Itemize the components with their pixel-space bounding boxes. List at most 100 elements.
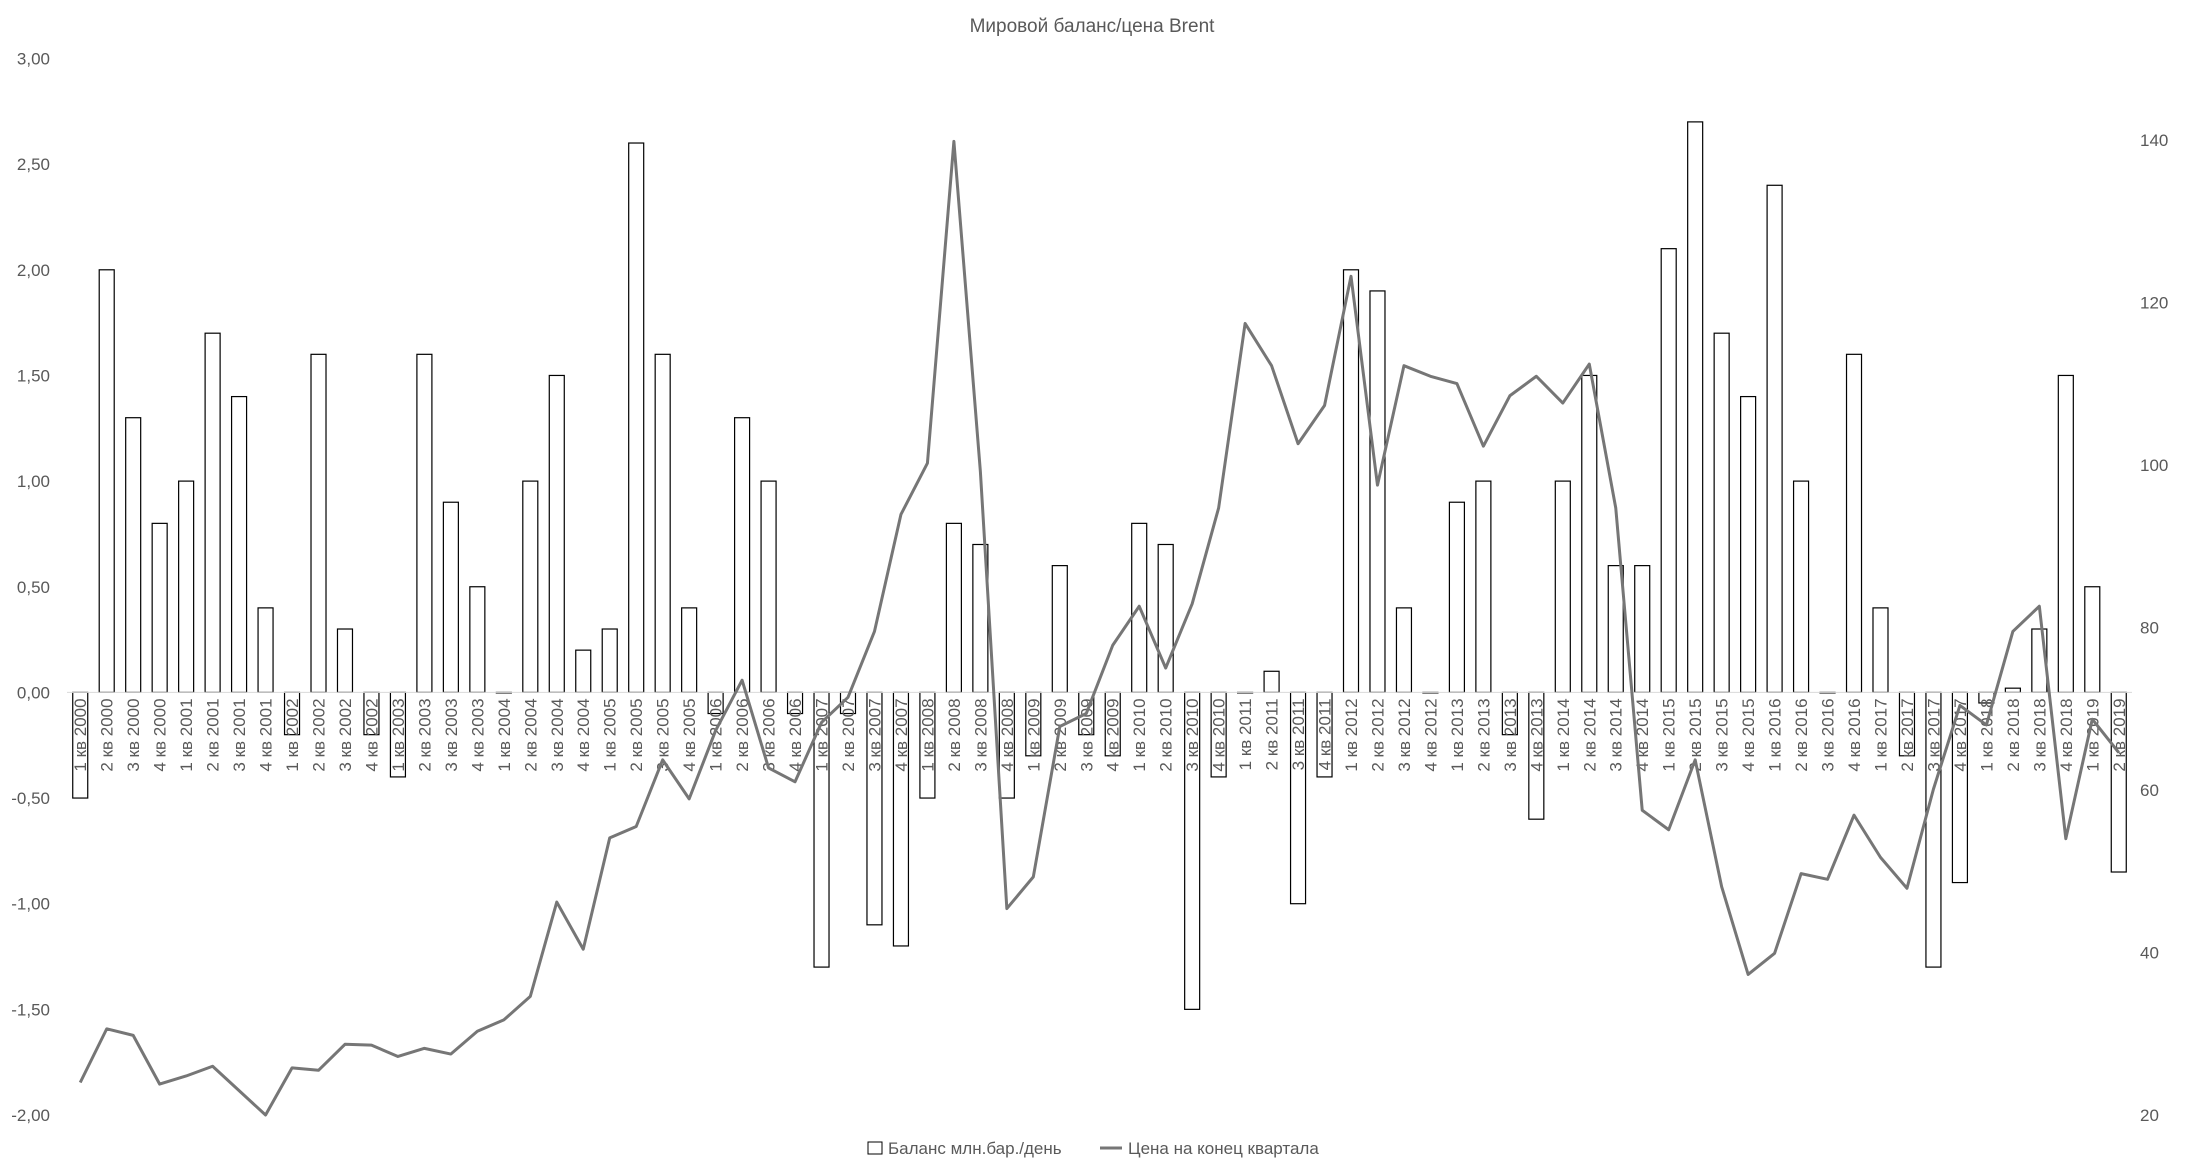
bar — [2004, 687, 2021, 694]
bar — [230, 395, 248, 693]
bar — [1687, 121, 1704, 694]
left-axis: 3,00 2,50 2,00 1,50 1,00 0,50 0,00 -0,50 -1,00 -1… — [11, 50, 50, 1126]
legend-line-label: Цена на конец квартала — [1128, 1139, 1319, 1158]
bar — [1475, 480, 1492, 694]
category-label: 2 кв 2008 — [945, 698, 964, 771]
category-label: 2 кв 2013 — [1474, 698, 1493, 771]
category-label: 4 кв 2002 — [362, 698, 381, 771]
right-tick-label: 20 — [2140, 1106, 2159, 1125]
bar — [681, 607, 698, 694]
price-line — [78, 139, 2120, 1117]
category-label: 3 кв 2000 — [124, 698, 143, 771]
category-label: 3 кв 2018 — [2030, 698, 2049, 771]
category-label: 1 кв 2004 — [495, 698, 514, 771]
category-label: 2 кв 2003 — [415, 698, 434, 771]
left-tick-label: -1,00 — [11, 895, 50, 914]
category-label: 1 кв 2011 — [1236, 698, 1255, 770]
bar — [522, 480, 539, 694]
category-label: 2 кв 2005 — [627, 698, 646, 771]
bar — [1554, 480, 1571, 694]
bar — [310, 353, 327, 693]
right-tick-label: 120 — [2140, 293, 2168, 312]
bar — [945, 522, 962, 693]
category-label: 3 кв 2014 — [1607, 698, 1626, 771]
bar — [1713, 332, 1730, 693]
left-tick-label: 0,50 — [17, 578, 50, 597]
category-label: 3 кв 2015 — [1713, 698, 1732, 771]
category-label: 1 кв 2015 — [1660, 698, 1679, 771]
bar — [469, 586, 486, 694]
line-series — [78, 139, 2120, 1117]
category-labels: 1 кв 2000 2 кв 2000 3 кв 2000 4 кв 2000 1 кв… — [71, 698, 2129, 771]
category-label: 4 кв 2016 — [1845, 698, 1864, 771]
category-label: 2 кв 2004 — [521, 698, 540, 771]
bar — [1395, 607, 1413, 694]
category-label: 2 кв 2000 — [98, 698, 117, 771]
category-label: 3 кв 2013 — [1501, 698, 1520, 771]
bar — [1872, 607, 1889, 694]
bar — [442, 501, 459, 694]
category-label: 2 кв 2001 — [204, 698, 223, 771]
bar — [1051, 565, 1068, 693]
category-label: 2 кв 2016 — [1792, 698, 1811, 771]
category-label: 4 кв 2001 — [257, 698, 276, 771]
category-label: 1 кв 2000 — [71, 698, 90, 771]
category-label: 3 кв 2003 — [442, 698, 461, 771]
category-label: 4 кв 2004 — [574, 698, 593, 771]
right-tick-label: 80 — [2140, 618, 2159, 637]
category-label: 1 кв 2010 — [1130, 698, 1149, 771]
category-label: 3 кв 2016 — [1819, 698, 1838, 771]
category-label: 3 кв 2011 — [1289, 698, 1308, 770]
category-label: 4 кв 2012 — [1421, 698, 1440, 771]
left-tick-label: 3,00 — [17, 50, 50, 69]
category-label: 4 кв 2013 — [1527, 698, 1546, 771]
bar — [1792, 480, 1810, 694]
category-label: 2 кв 2007 — [839, 698, 858, 771]
category-label: 4 кв 2008 — [998, 698, 1017, 771]
category-label: 4 кв 2010 — [1210, 698, 1229, 771]
category-label: 4 кв 2009 — [1104, 698, 1123, 771]
bar — [178, 480, 195, 694]
category-label: 4 кв 2015 — [1739, 698, 1758, 771]
category-label: 2 кв 2017 — [1898, 698, 1917, 771]
category-label: 3 кв 2008 — [971, 698, 990, 771]
left-tick-label: 0,00 — [17, 683, 50, 702]
bar — [1342, 269, 1360, 693]
bar — [1766, 184, 1783, 693]
category-label: 1 кв 2013 — [1448, 698, 1467, 771]
category-label: 2 кв 2002 — [310, 698, 329, 771]
category-label: 2 кв 2012 — [1368, 698, 1387, 771]
category-label: 3 кв 2012 — [1395, 698, 1414, 771]
bar — [628, 142, 645, 694]
category-label: 4 кв 2018 — [2057, 698, 2076, 771]
bar — [1369, 290, 1386, 693]
category-label: 4 кв 2011 — [1316, 698, 1335, 770]
bar — [1581, 374, 1598, 694]
category-label: 2 кв 2018 — [2004, 698, 2023, 771]
legend-bar-swatch — [867, 1141, 883, 1155]
category-label: 4 кв 2003 — [468, 698, 487, 771]
left-tick-label: 1,00 — [17, 472, 50, 491]
left-tick-label: 2,00 — [17, 261, 50, 280]
category-label: 3 кв 2006 — [760, 698, 779, 771]
left-tick-label: -0,50 — [11, 789, 50, 808]
bar — [98, 269, 115, 693]
right-tick-label: 100 — [2140, 456, 2168, 475]
category-label: 4 кв 2000 — [151, 698, 170, 771]
category-label: 3 кв 2002 — [336, 698, 355, 771]
bar — [2057, 374, 2074, 694]
category-label: 2 кв 2011 — [1263, 698, 1282, 770]
category-label: 1 кв 2001 — [177, 698, 196, 771]
category-label: 3 кв 2010 — [1183, 698, 1202, 771]
category-label: 1 кв 2002 — [283, 698, 302, 771]
category-label: 1 кв 2018 — [1977, 698, 1996, 771]
left-tick-label: 2,50 — [17, 155, 50, 174]
bar — [416, 353, 433, 693]
left-tick-label: -2,00 — [11, 1106, 50, 1125]
bar — [1448, 501, 1466, 694]
category-label: 2 кв 2006 — [733, 698, 752, 771]
bar — [760, 480, 777, 694]
bar — [1845, 353, 1863, 693]
category-label: 3 кв 2005 — [654, 698, 673, 771]
